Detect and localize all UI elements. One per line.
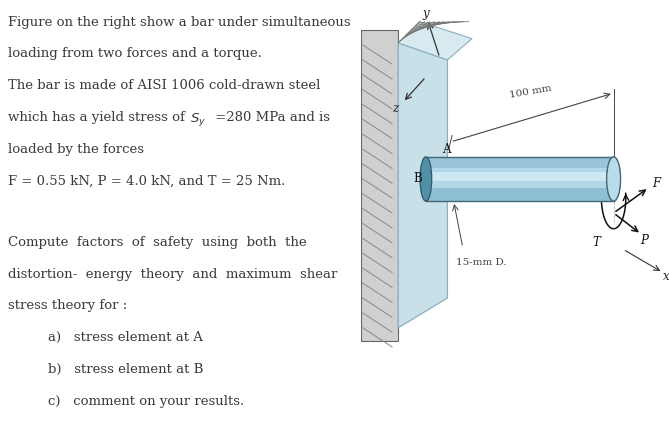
Text: F: F — [652, 177, 660, 190]
Text: 15-mm D.: 15-mm D. — [456, 259, 506, 268]
Text: 100 mm: 100 mm — [508, 84, 553, 100]
Ellipse shape — [607, 157, 621, 201]
Polygon shape — [398, 43, 448, 328]
Polygon shape — [426, 188, 613, 201]
Polygon shape — [426, 157, 613, 201]
Text: x: x — [662, 270, 669, 283]
Text: Figure on the right show a bar under simultaneous: Figure on the right show a bar under sim… — [8, 16, 351, 28]
Text: loaded by the forces: loaded by the forces — [8, 143, 144, 156]
Text: b)   stress element at B: b) stress element at B — [48, 363, 203, 376]
Text: A: A — [442, 143, 450, 155]
Text: distortion-  energy  theory  and  maximum  shear: distortion- energy theory and maximum sh… — [8, 268, 337, 280]
Polygon shape — [398, 22, 472, 60]
Text: a)   stress element at A: a) stress element at A — [48, 331, 203, 344]
Ellipse shape — [607, 157, 621, 201]
Text: =280 MPa and is: =280 MPa and is — [211, 111, 330, 124]
Polygon shape — [426, 157, 613, 168]
Text: c)   comment on your results.: c) comment on your results. — [48, 395, 244, 408]
Polygon shape — [361, 30, 398, 341]
Text: which has a yield stress of: which has a yield stress of — [8, 111, 189, 124]
Text: Compute  factors  of  safety  using  both  the: Compute factors of safety using both the — [8, 236, 306, 249]
Text: stress theory for :: stress theory for : — [8, 299, 127, 312]
Text: The bar is made of AISI 1006 cold-drawn steel: The bar is made of AISI 1006 cold-drawn … — [8, 79, 320, 92]
Text: loading from two forces and a torque.: loading from two forces and a torque. — [8, 47, 262, 60]
Text: z: z — [392, 102, 398, 115]
Polygon shape — [426, 172, 613, 181]
Text: P: P — [640, 234, 648, 247]
Ellipse shape — [420, 157, 432, 201]
Text: B: B — [414, 172, 423, 186]
Text: F = 0.55 kN, P = 4.0 kN, and T = 25 Nm.: F = 0.55 kN, P = 4.0 kN, and T = 25 Nm. — [8, 175, 286, 188]
Text: $S_y$: $S_y$ — [190, 111, 206, 128]
Text: y: y — [422, 8, 429, 20]
Text: T: T — [593, 236, 601, 249]
